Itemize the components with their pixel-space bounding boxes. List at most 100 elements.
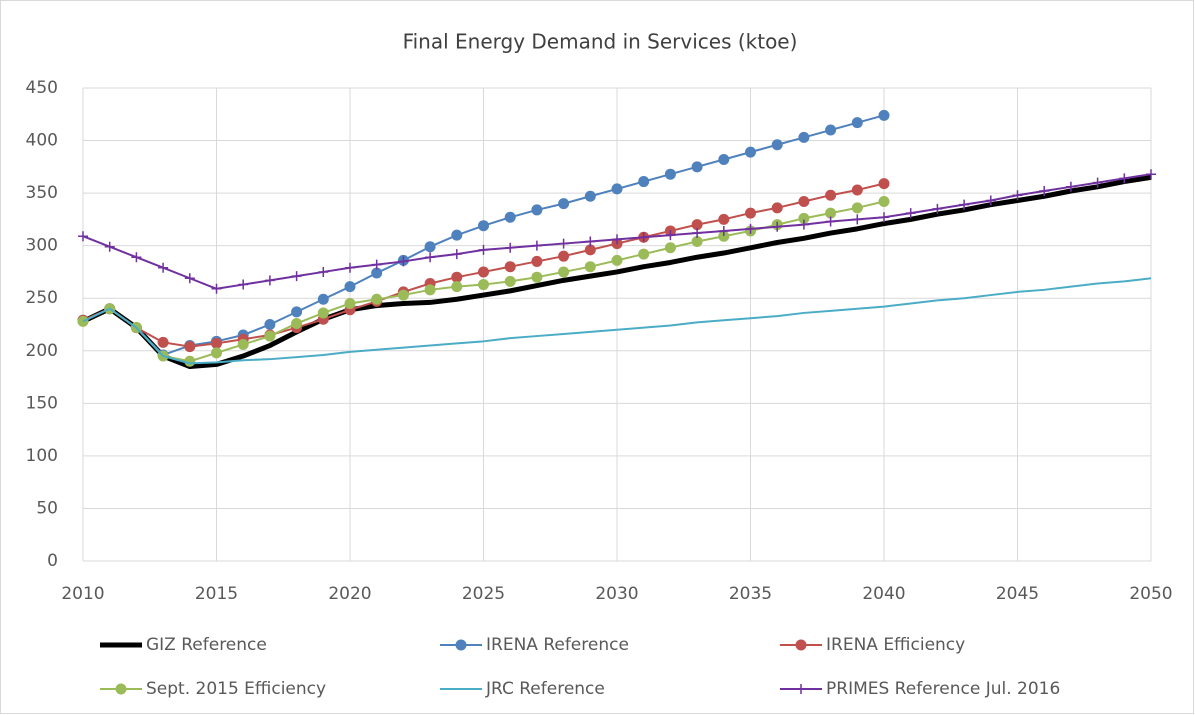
y-tick-label: 200	[26, 341, 58, 361]
data-point	[504, 211, 516, 223]
data-point	[184, 341, 196, 353]
data-point	[558, 250, 570, 262]
data-point	[291, 317, 303, 329]
data-point	[211, 283, 222, 294]
data-point	[638, 176, 650, 188]
data-point	[158, 262, 169, 273]
data-point	[664, 242, 676, 254]
data-point	[211, 347, 222, 359]
data-point	[317, 293, 329, 305]
data-point	[451, 281, 463, 293]
y-tick-label: 300	[26, 236, 58, 256]
series-line	[81, 174, 1152, 370]
x-tick-label: 2035	[729, 584, 772, 604]
data-point	[878, 196, 890, 208]
y-tick-label: 400	[26, 131, 58, 151]
data-point	[611, 254, 623, 266]
legend-label: PRIMES Reference Jul. 2016	[826, 679, 1060, 699]
data-point	[745, 223, 756, 234]
data-point	[504, 275, 516, 287]
chart-title: Final Energy Demand in Services (ktoe)	[403, 30, 798, 54]
data-point	[505, 242, 516, 253]
data-point	[879, 212, 889, 223]
data-point	[851, 117, 863, 129]
data-point	[851, 202, 863, 214]
data-point	[985, 195, 996, 206]
data-point	[531, 271, 543, 283]
data-point	[959, 199, 970, 210]
data-point	[131, 252, 142, 263]
data-point	[345, 262, 355, 273]
data-point	[825, 216, 836, 227]
data-point	[238, 279, 249, 290]
x-tick-label: 2040	[862, 584, 905, 604]
data-point	[451, 249, 462, 260]
data-point	[691, 219, 703, 231]
data-point	[612, 234, 622, 245]
data-point	[291, 271, 302, 282]
data-point	[531, 240, 542, 251]
data-point	[264, 319, 276, 330]
data-point	[531, 204, 543, 216]
legend-label: JRC Reference	[485, 679, 605, 699]
data-point	[451, 229, 463, 241]
data-point	[398, 256, 409, 267]
data-point	[798, 212, 810, 224]
series-line	[82, 277, 1152, 365]
legend-marker	[795, 639, 807, 651]
data-point	[932, 203, 943, 214]
legend-marker	[796, 684, 806, 694]
data-point	[211, 337, 222, 349]
data-point	[772, 221, 783, 232]
x-tick-label: 2010	[61, 584, 104, 604]
x-tick-label: 2030	[595, 584, 638, 604]
x-tick-label: 2015	[195, 584, 238, 604]
data-point	[798, 219, 809, 230]
data-point	[237, 338, 249, 350]
y-tick-label: 0	[47, 551, 58, 571]
data-point	[825, 124, 837, 136]
data-point	[478, 244, 489, 255]
data-point	[1146, 169, 1156, 180]
data-point	[825, 189, 837, 201]
data-point	[318, 266, 329, 277]
legend-marker	[455, 639, 467, 651]
data-point	[558, 238, 569, 249]
data-point	[344, 281, 356, 293]
data-point	[78, 231, 88, 242]
data-point	[798, 131, 810, 143]
x-tick-label: 2045	[996, 584, 1039, 604]
data-point	[425, 252, 436, 263]
y-tick-label: 50	[36, 498, 58, 518]
data-point	[851, 184, 863, 196]
x-tick-label: 2050	[1129, 584, 1172, 604]
data-point	[691, 161, 703, 173]
y-tick-label: 350	[26, 183, 58, 203]
legend-label: GIZ Reference	[146, 635, 267, 655]
data-point	[638, 232, 649, 243]
data-point	[1012, 190, 1023, 201]
data-point	[718, 153, 730, 165]
x-tick-label: 2025	[462, 584, 505, 604]
data-point	[344, 297, 356, 309]
data-point	[611, 183, 623, 195]
y-tick-label: 150	[26, 393, 58, 413]
data-point	[638, 248, 650, 260]
data-point	[291, 306, 303, 318]
data-point	[157, 336, 169, 348]
legend-label: IRENA Efficiency	[826, 635, 965, 655]
data-point	[1065, 181, 1076, 192]
data-point	[825, 207, 837, 219]
data-point	[558, 198, 570, 210]
legend-marker	[115, 683, 127, 695]
data-point	[584, 244, 596, 256]
data-point	[718, 225, 729, 236]
data-point	[424, 241, 436, 253]
data-point	[691, 235, 703, 247]
data-point	[184, 273, 195, 284]
data-point	[584, 190, 596, 202]
y-tick-label: 100	[26, 446, 58, 466]
x-tick-label: 2020	[328, 584, 371, 604]
